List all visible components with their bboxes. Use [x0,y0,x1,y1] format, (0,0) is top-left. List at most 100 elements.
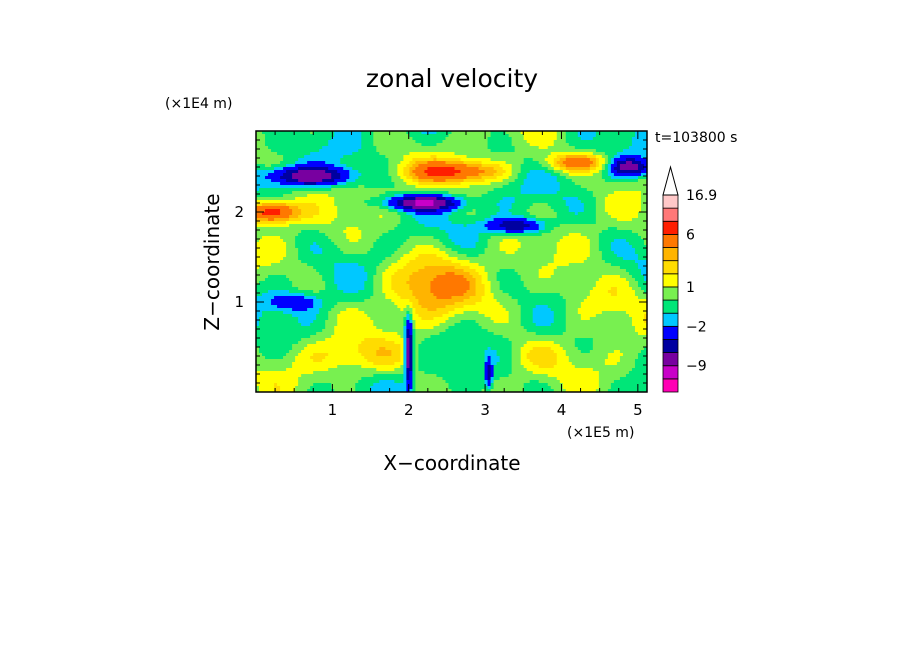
field-cell [586,170,591,174]
field-cell [292,176,296,180]
field-cell [418,146,423,150]
field-cell [343,191,347,195]
field-cell [397,143,401,147]
field-cell [571,131,576,135]
field-cell [526,167,531,171]
field-cell [328,146,332,150]
field-cell [610,173,615,177]
field-cell [331,164,335,168]
field-cell [439,140,444,144]
field-cell [625,194,630,198]
field-cell [574,158,579,162]
field-cell [271,158,275,162]
field-cell [427,155,432,159]
field-cell [574,155,579,159]
field-cell [346,185,350,189]
field-cell [355,137,359,141]
field-cell [520,173,525,177]
field-cell [289,155,293,159]
field-cell [631,161,636,165]
field-cell [586,149,591,153]
field-cell [472,179,477,183]
field-cell [286,146,290,150]
field-cell [292,185,296,189]
field-cell [511,161,516,165]
field-cell [355,152,359,156]
field-cell [508,179,513,183]
field-cell [442,191,447,195]
field-cell [436,158,441,162]
field-cell [553,173,558,177]
field-cell [439,134,444,138]
field-cell [325,176,329,180]
field-cell [403,164,407,168]
field-cell [643,140,647,144]
field-cell [514,140,519,144]
field-cell [469,164,474,168]
field-cell [577,149,582,153]
field-cell [355,176,359,180]
field-cell [598,179,603,183]
field-cell [310,140,314,144]
field-cell [619,188,624,192]
field-cell [406,191,410,195]
field-cell [418,131,423,135]
field-cell [286,152,290,156]
field-cell [436,155,441,159]
field-cell [508,134,513,138]
field-cell [412,197,417,201]
field-cell [607,131,612,135]
field-cell [451,152,456,156]
field-cell [562,185,567,189]
field-cell [382,131,386,135]
field-cell [487,194,492,198]
field-cell [541,146,546,150]
field-cell [532,149,537,153]
field-cell [511,167,516,171]
field-cell [367,131,371,135]
field-cell [367,134,371,138]
field-cell [493,167,498,171]
field-cell [592,131,597,135]
field-cell [604,179,609,183]
field-cell [580,161,585,165]
field-cell [433,158,438,162]
field-cell [613,176,618,180]
field-cell [577,146,582,150]
field-cell [568,137,573,141]
field-cell [511,188,516,192]
field-cell [421,161,426,165]
field-cell [382,167,386,171]
field-cell [529,158,534,162]
field-cell [451,164,456,168]
field-cell [613,188,618,192]
field-cell [478,158,483,162]
field-cell [271,170,275,174]
field-cell [628,134,633,138]
field-cell [532,179,537,183]
field-cell [463,188,468,192]
field-cell [577,176,582,180]
field-cell [523,158,528,162]
field-cell [325,149,329,153]
field-cell [634,134,639,138]
field-cell [271,173,275,177]
field-cell [544,185,549,189]
field-cell [379,191,383,195]
field-cell [325,173,329,177]
field-cell [340,197,344,201]
field-cell [610,188,615,192]
field-cell [436,161,441,165]
field-cell [274,185,278,189]
field-cell [442,161,447,165]
field-cell [490,182,495,186]
field-cell [331,167,335,171]
field-cell [466,188,471,192]
field-cell [445,158,450,162]
field-cell [388,188,392,192]
field-cell [583,134,588,138]
field-cell [259,188,263,192]
field-cell [439,161,444,165]
field-cell [409,143,413,147]
field-cell [295,131,299,135]
